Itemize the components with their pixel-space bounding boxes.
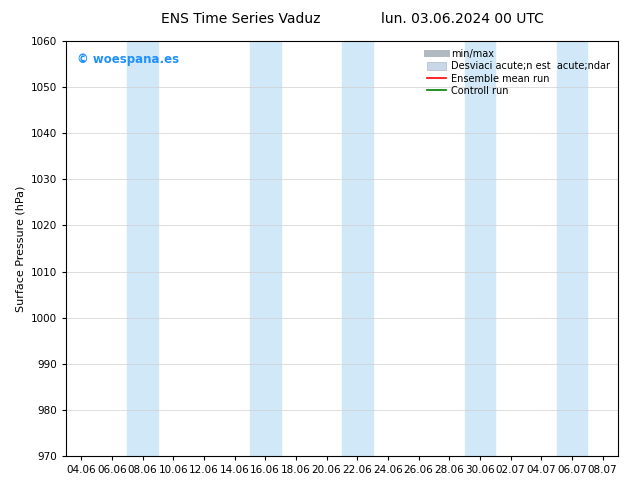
- Bar: [127, 41, 158, 456]
- Legend: min/max, Desviaci acute;n est  acute;ndar, Ensemble mean run, Controll run: min/max, Desviaci acute;n est acute;ndar…: [424, 46, 613, 99]
- Bar: [250, 41, 280, 456]
- Bar: [465, 41, 495, 456]
- Text: © woespana.es: © woespana.es: [77, 53, 179, 67]
- Text: lun. 03.06.2024 00 UTC: lun. 03.06.2024 00 UTC: [382, 12, 544, 26]
- Bar: [557, 41, 587, 456]
- Y-axis label: Surface Pressure (hPa): Surface Pressure (hPa): [15, 185, 25, 312]
- Text: ENS Time Series Vaduz: ENS Time Series Vaduz: [161, 12, 321, 26]
- Bar: [342, 41, 373, 456]
